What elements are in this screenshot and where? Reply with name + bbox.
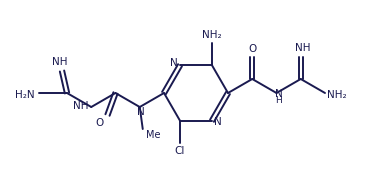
Text: Cl: Cl <box>175 146 185 156</box>
Text: N: N <box>214 117 222 127</box>
Text: H₂N: H₂N <box>15 90 35 100</box>
Text: NH₂: NH₂ <box>327 90 347 100</box>
Text: NH: NH <box>52 57 68 67</box>
Text: Me: Me <box>145 130 160 140</box>
Text: N: N <box>170 58 178 68</box>
Text: N: N <box>275 89 282 99</box>
Text: H: H <box>275 96 282 105</box>
Text: N: N <box>137 107 145 117</box>
Text: O: O <box>95 118 103 128</box>
Text: NH: NH <box>73 101 88 111</box>
Text: NH₂: NH₂ <box>202 30 222 40</box>
Text: NH: NH <box>295 43 310 53</box>
Text: O: O <box>248 44 256 54</box>
